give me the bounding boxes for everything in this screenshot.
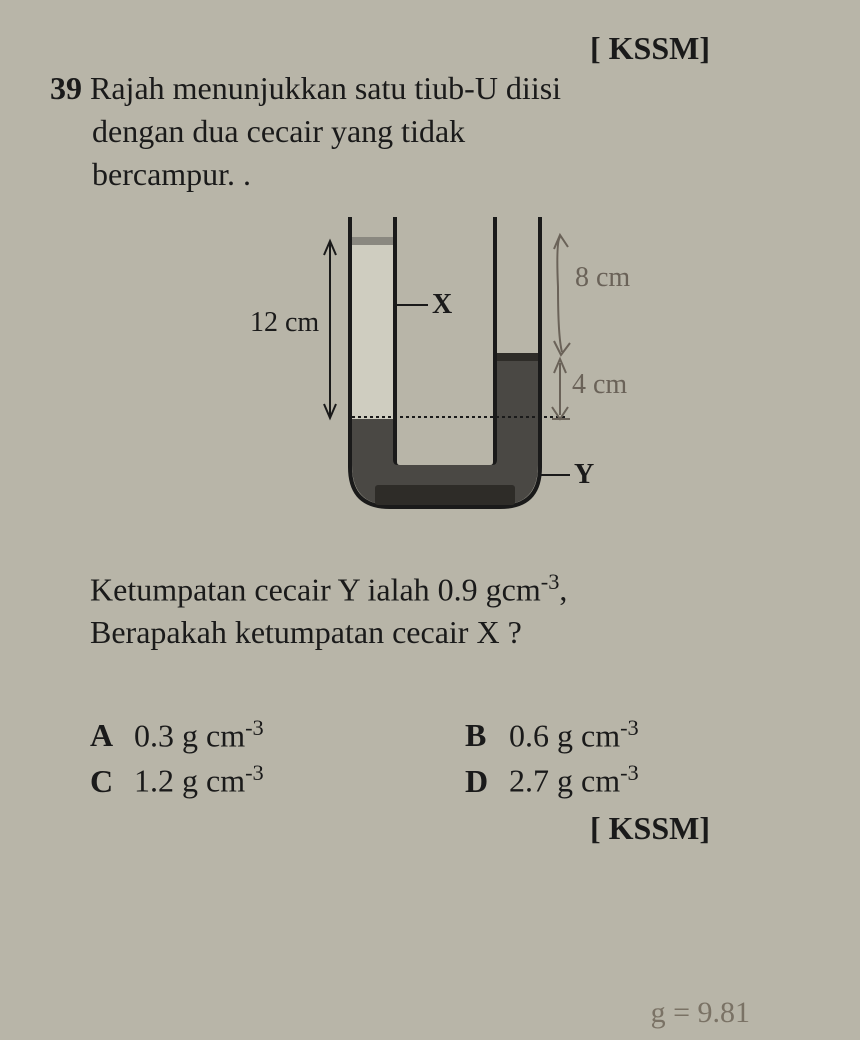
option-b-letter: B (465, 717, 501, 754)
option-c-sup: -3 (245, 760, 264, 785)
question-stem: 39 Rajah menunjukkan satu tiub-U diisi d… (50, 67, 810, 197)
liquid-x-label: X (432, 289, 452, 321)
option-d-letter: D (465, 763, 501, 800)
followup-tail-1: , (559, 571, 567, 607)
liquid-y-label: Y (574, 459, 594, 491)
followup-text: Ketumpatan cecair Y ialah 0.9 gcm-3, Ber… (90, 567, 810, 655)
option-a-sup: -3 (245, 715, 264, 740)
question-number: 39 (50, 70, 82, 106)
option-b-value: 0.6 g cm (509, 717, 620, 753)
question-line-3: bercampur. . (92, 156, 251, 192)
question-line-2: dengan dua cecair yang tidak (92, 113, 465, 149)
option-c-value: 1.2 g cm (134, 763, 245, 799)
left-height-label: 12 cm (250, 307, 319, 339)
question-line-1: Rajah menunjukkan satu tiub-U diisi (90, 70, 561, 106)
footer-tag: [ KSSM] (50, 810, 810, 847)
handwritten-g-note: g = 9.81 (651, 996, 750, 1030)
diagram-container: 12 cm X Y 8 cm 4 cm (50, 207, 810, 537)
u-tube-diagram: 12 cm X Y 8 cm 4 cm (180, 207, 680, 537)
option-a: A 0.3 g cm-3 (90, 715, 435, 755)
option-c-letter: C (90, 763, 126, 800)
option-d: D 2.7 g cm-3 (465, 760, 810, 800)
option-a-letter: A (90, 717, 126, 754)
option-b-sup: -3 (620, 715, 639, 740)
annotation-4cm: 4 cm (572, 369, 627, 401)
followup-line-2: Berapakah ketumpatan cecair X ? (90, 614, 522, 650)
followup-line-1: Ketumpatan cecair Y ialah 0.9 gcm (90, 571, 541, 607)
followup-sup-1: -3 (541, 569, 560, 594)
annotation-8cm: 8 cm (575, 262, 630, 294)
option-c: C 1.2 g cm-3 (90, 760, 435, 800)
option-b: B 0.6 g cm-3 (465, 715, 810, 755)
options-grid: A 0.3 g cm-3 B 0.6 g cm-3 C 1.2 g cm-3 D… (90, 715, 810, 800)
header-tag: [ KSSM] (50, 30, 810, 67)
option-a-value: 0.3 g cm (134, 717, 245, 753)
option-d-sup: -3 (620, 760, 639, 785)
option-d-value: 2.7 g cm (509, 763, 620, 799)
